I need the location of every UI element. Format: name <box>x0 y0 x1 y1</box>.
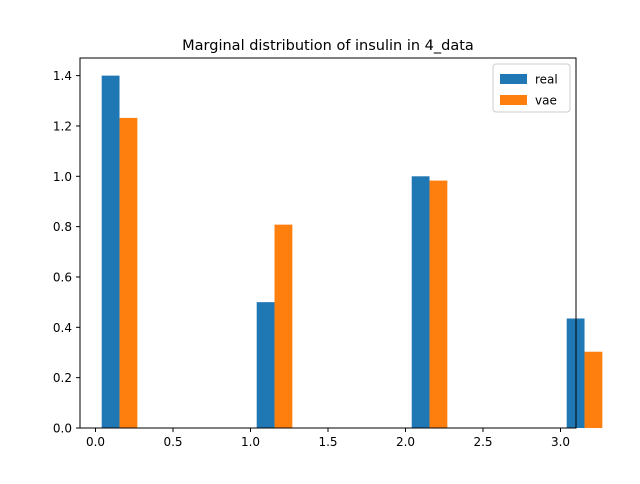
y-tick-label-0: 0.0 <box>53 422 72 436</box>
y-tick-label-6: 1.2 <box>53 119 72 133</box>
bar-real-0 <box>101 75 120 429</box>
x-tick-label-2: 1.0 <box>241 435 260 449</box>
bar-vae-2 <box>429 180 448 428</box>
chart-title: Marginal distribution of insulin in 4_da… <box>182 38 474 54</box>
y-tick-label-5: 1.0 <box>53 170 72 184</box>
axes-layer: 0.0 0.5 1.0 1.5 2.0 2.5 3.0 0.0 0.2 0.4 0.6 0.8 1.0 1… <box>53 57 577 449</box>
y-tick-label-1: 0.2 <box>53 371 72 385</box>
y-tick-label-4: 0.8 <box>53 220 72 234</box>
x-tick-label-4: 2.0 <box>396 435 415 449</box>
legend-swatch-vae <box>500 95 527 105</box>
bar-real-2 <box>411 176 430 428</box>
x-tick-label-6: 3.0 <box>551 435 570 449</box>
bar-vae-1 <box>274 224 293 428</box>
bar-real-1 <box>256 302 275 428</box>
bar-vae-0 <box>119 117 138 429</box>
axes-frame <box>79 57 577 429</box>
x-tick-label-5: 2.5 <box>473 435 492 449</box>
legend: real vae <box>492 63 571 113</box>
plot-layer <box>101 75 603 429</box>
legend-label-vae: vae <box>535 94 557 108</box>
legend-swatch-real <box>500 74 527 84</box>
y-tick-label-7: 1.4 <box>53 69 72 83</box>
x-tick-label-1: 0.5 <box>163 435 182 449</box>
y-tick-label-2: 0.4 <box>53 321 72 335</box>
bar-vae-3 <box>584 351 603 428</box>
x-tick-label-0: 0.0 <box>86 435 105 449</box>
legend-label-real: real <box>535 73 558 87</box>
y-tick-label-3: 0.6 <box>53 270 72 284</box>
x-tick-label-3: 1.5 <box>318 435 337 449</box>
